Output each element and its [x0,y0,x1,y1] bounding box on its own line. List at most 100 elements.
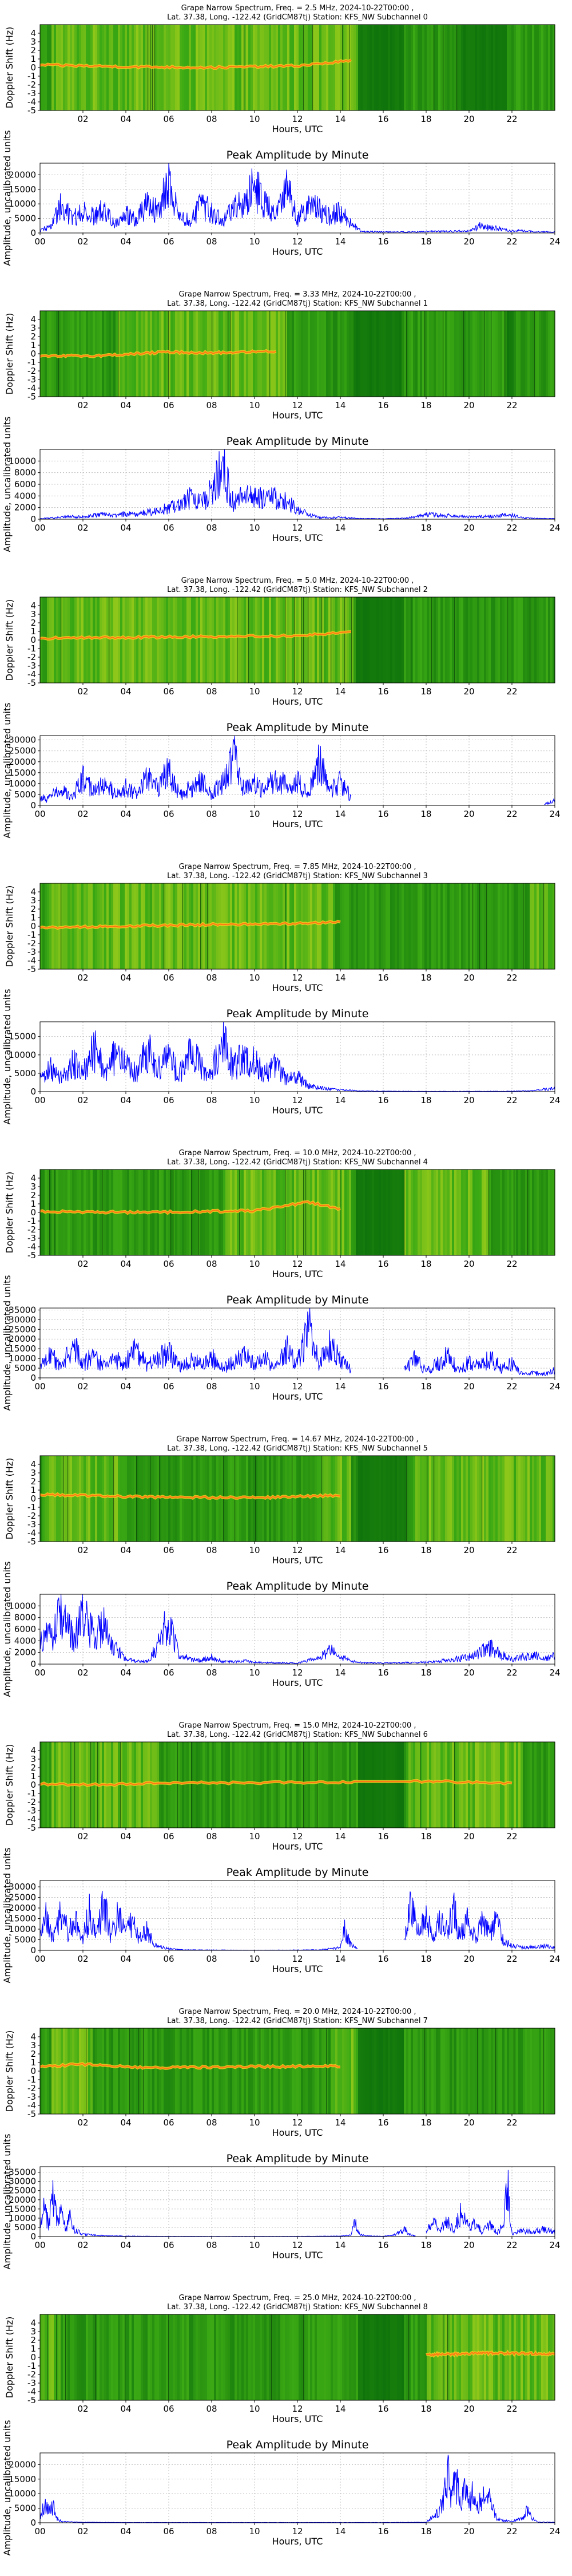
spectrogram-column [505,597,507,683]
spectrogram-column [399,25,402,110]
spectrogram-panel: Grape Narrow Spectrum, Freq. = 3.33 MHz,… [4,290,555,421]
spectrogram-column [333,2028,336,2114]
x-tick-label: 14 [335,1545,345,1555]
spectrogram-column [422,1456,425,1542]
x-tick-label: 04 [120,809,131,819]
spectrogram-column [351,25,354,110]
spectrogram-column [518,1742,521,1828]
spectrogram-column [507,25,510,110]
x-tick-label: 22 [506,686,517,697]
spectrogram-column [402,1742,404,1828]
y-axis-label: Amplitude, uncalibrated units [2,2134,13,2269]
spectrogram-column [456,1742,459,1828]
spectrogram-column [212,1742,214,1828]
spectrogram-column [182,1456,185,1542]
spectrogram-column [342,311,345,397]
x-tick-label: 12 [292,114,303,124]
x-tick-label: 08 [206,973,217,983]
x-tick-label: 06 [163,1668,174,1678]
spectrogram-column [264,1170,267,1255]
spectrogram-column [207,1742,210,1828]
x-tick-label: 04 [120,400,131,410]
x-tick-label: 20 [463,2526,474,2537]
x-tick-label: 14 [335,973,345,983]
spectrogram-column [395,25,398,110]
x-tick-label: 10 [249,1668,260,1678]
spectrogram-column [386,1456,388,1542]
spectrogram-column [49,2028,52,2114]
spectrogram-column [191,1742,194,1828]
spectrogram-column [328,883,331,969]
spectrogram-column [294,2028,297,2114]
spectrogram-column [138,1456,141,1542]
y-tick-label: 35000 [9,1305,36,1315]
spectrogram-column [468,2314,471,2400]
y-tick-label: 4 [30,1459,36,1469]
spectrogram-column [255,1170,258,1255]
spectrogram-column [546,2028,549,2114]
spectrogram-column [326,25,329,110]
y-axis-label: Doppler Shift (Hz) [4,1172,15,1254]
x-tick-label: 04 [120,973,131,983]
spectrogram-column [228,883,231,969]
spectrogram-column [408,311,411,397]
spectrogram-column [507,1742,510,1828]
y-tick-label: -2 [27,1797,36,1807]
x-tick-label: 20 [463,1381,474,1392]
spectrogram-column [443,883,446,969]
spectrogram-column [248,883,251,969]
spectrogram-column [225,2028,228,2114]
spectrogram-column [486,311,489,397]
x-axis-label: Hours, UTC [272,819,323,829]
spectrogram-dropout [65,2314,66,2400]
spectrogram-column [104,1456,107,1542]
y-tick-label: 20000 [9,2459,36,2470]
spectrogram-column [198,2314,201,2400]
spectrogram-column [72,25,75,110]
y-tick-label: 5000 [14,1935,36,1945]
spectrogram-column [175,597,178,683]
y-tick-label: 30000 [9,735,36,745]
spectrogram-column [479,2314,482,2400]
spectrogram-column [145,2314,148,2400]
x-tick-label: 16 [378,236,388,247]
spectrogram-column [317,2314,320,2400]
spectrogram-column [456,2028,459,2114]
x-tick-label: 14 [335,686,345,697]
spectrogram-column [280,597,283,683]
spectrogram-dropout [463,311,464,397]
y-tick-label: 3 [30,609,36,619]
spectrogram-column [454,1742,457,1828]
spectrogram-column [477,597,480,683]
spectrogram-column [493,311,496,397]
spectrogram-column [429,311,432,397]
spectrogram-column [276,597,279,683]
spectrogram-column [360,1170,363,1255]
spectrogram-column [235,883,237,969]
x-tick-label: 24 [549,1095,560,1105]
spectrogram-column [93,1456,96,1542]
spectrogram-column [257,883,260,969]
spectrogram-column [502,311,505,397]
spectrogram-column [550,883,553,969]
spectrogram-column [315,2028,317,2114]
spectrogram-column [390,1170,393,1255]
spectrogram-column [537,2028,539,2114]
x-tick-label: 06 [163,1831,174,1842]
spectrogram-column [264,2314,267,2400]
spectrogram-column [427,597,430,683]
y-axis-label: Doppler Shift (Hz) [4,599,15,681]
spectrogram-column [516,2028,519,2114]
spectrogram-column [518,883,521,969]
spectrogram-column [58,1456,61,1542]
spectrogram-column [65,597,68,683]
x-tick-label: 20 [463,114,474,124]
spectrogram-column [482,1170,484,1255]
spectrogram-column [440,883,443,969]
spectrogram-column [42,597,45,683]
spectrogram-column [296,1742,299,1828]
spectrogram-column [415,311,418,397]
spectrogram-column [191,883,194,969]
spectrogram-column [113,2028,116,2114]
spectrogram-column [289,1456,292,1542]
